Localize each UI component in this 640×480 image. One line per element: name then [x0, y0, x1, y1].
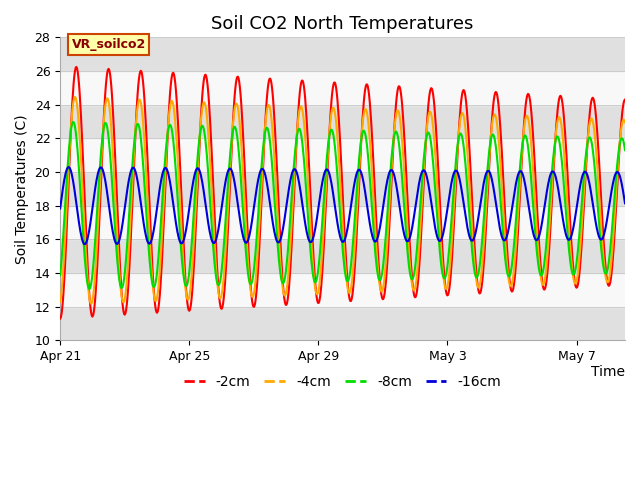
Bar	[60, 37, 625, 71]
Text: VR_soilco2: VR_soilco2	[72, 38, 146, 51]
Bar	[60, 172, 625, 206]
Y-axis label: Soil Temperatures (C): Soil Temperatures (C)	[15, 114, 29, 264]
Bar	[60, 138, 625, 172]
Legend: -2cm, -4cm, -8cm, -16cm: -2cm, -4cm, -8cm, -16cm	[178, 369, 507, 394]
Bar	[60, 273, 625, 307]
Bar	[60, 206, 625, 240]
Bar	[60, 105, 625, 138]
Bar	[60, 307, 625, 340]
Bar	[60, 71, 625, 105]
Title: Soil CO2 North Temperatures: Soil CO2 North Temperatures	[211, 15, 474, 33]
Text: Time: Time	[591, 365, 625, 379]
Bar	[60, 240, 625, 273]
